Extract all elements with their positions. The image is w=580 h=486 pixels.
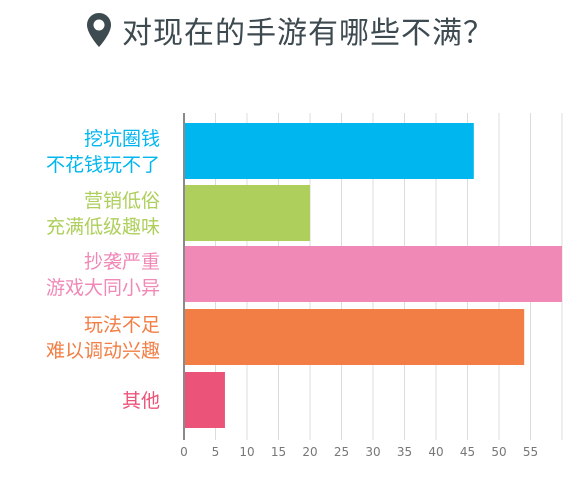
- x-tick-label: 35: [397, 445, 412, 459]
- chart-title-row: 对现在的手游有哪些不满？: [0, 6, 580, 54]
- bar: [184, 185, 310, 241]
- x-tick-label: 0: [180, 445, 188, 459]
- bar: [184, 123, 474, 179]
- x-tick-label: 50: [491, 445, 506, 459]
- chart-category-labels: 挖坑圈钱不花钱玩不了营销低俗充满低级趣味抄袭严重游戏大同小异玩法不足难以调动兴趣…: [46, 128, 160, 412]
- chart-title: 对现在的手游有哪些不满？: [122, 16, 494, 51]
- chart-x-tick-labels: 0 5 10 15 20 25 30 35 40 45 50 55: [180, 445, 538, 459]
- chart-bars: [184, 123, 562, 428]
- x-tick-label: 40: [428, 445, 443, 459]
- map-pin-icon: [87, 13, 111, 47]
- x-tick-label: 30: [365, 445, 380, 459]
- category-label: 充满低级趣味: [46, 216, 160, 238]
- category-label: 挖坑圈钱: [84, 128, 160, 150]
- category-label: 营销低俗: [84, 190, 160, 212]
- bar: [184, 372, 225, 428]
- x-tick-label: 25: [334, 445, 349, 459]
- category-label: 不花钱玩不了: [46, 154, 160, 176]
- bar: [184, 309, 525, 365]
- category-label: 玩法不足: [84, 314, 160, 336]
- x-tick-label: 55: [523, 445, 538, 459]
- bar: [184, 246, 562, 302]
- category-label: 难以调动兴趣: [46, 340, 160, 362]
- x-tick-label: 15: [271, 445, 286, 459]
- x-tick-label: 45: [460, 445, 475, 459]
- x-tick-label: 5: [212, 445, 220, 459]
- category-label: 游戏大同小异: [46, 277, 160, 299]
- x-tick-label: 20: [302, 445, 317, 459]
- category-label: 抄袭严重: [84, 251, 160, 273]
- x-tick-label: 10: [239, 445, 254, 459]
- category-label: 其他: [122, 390, 160, 412]
